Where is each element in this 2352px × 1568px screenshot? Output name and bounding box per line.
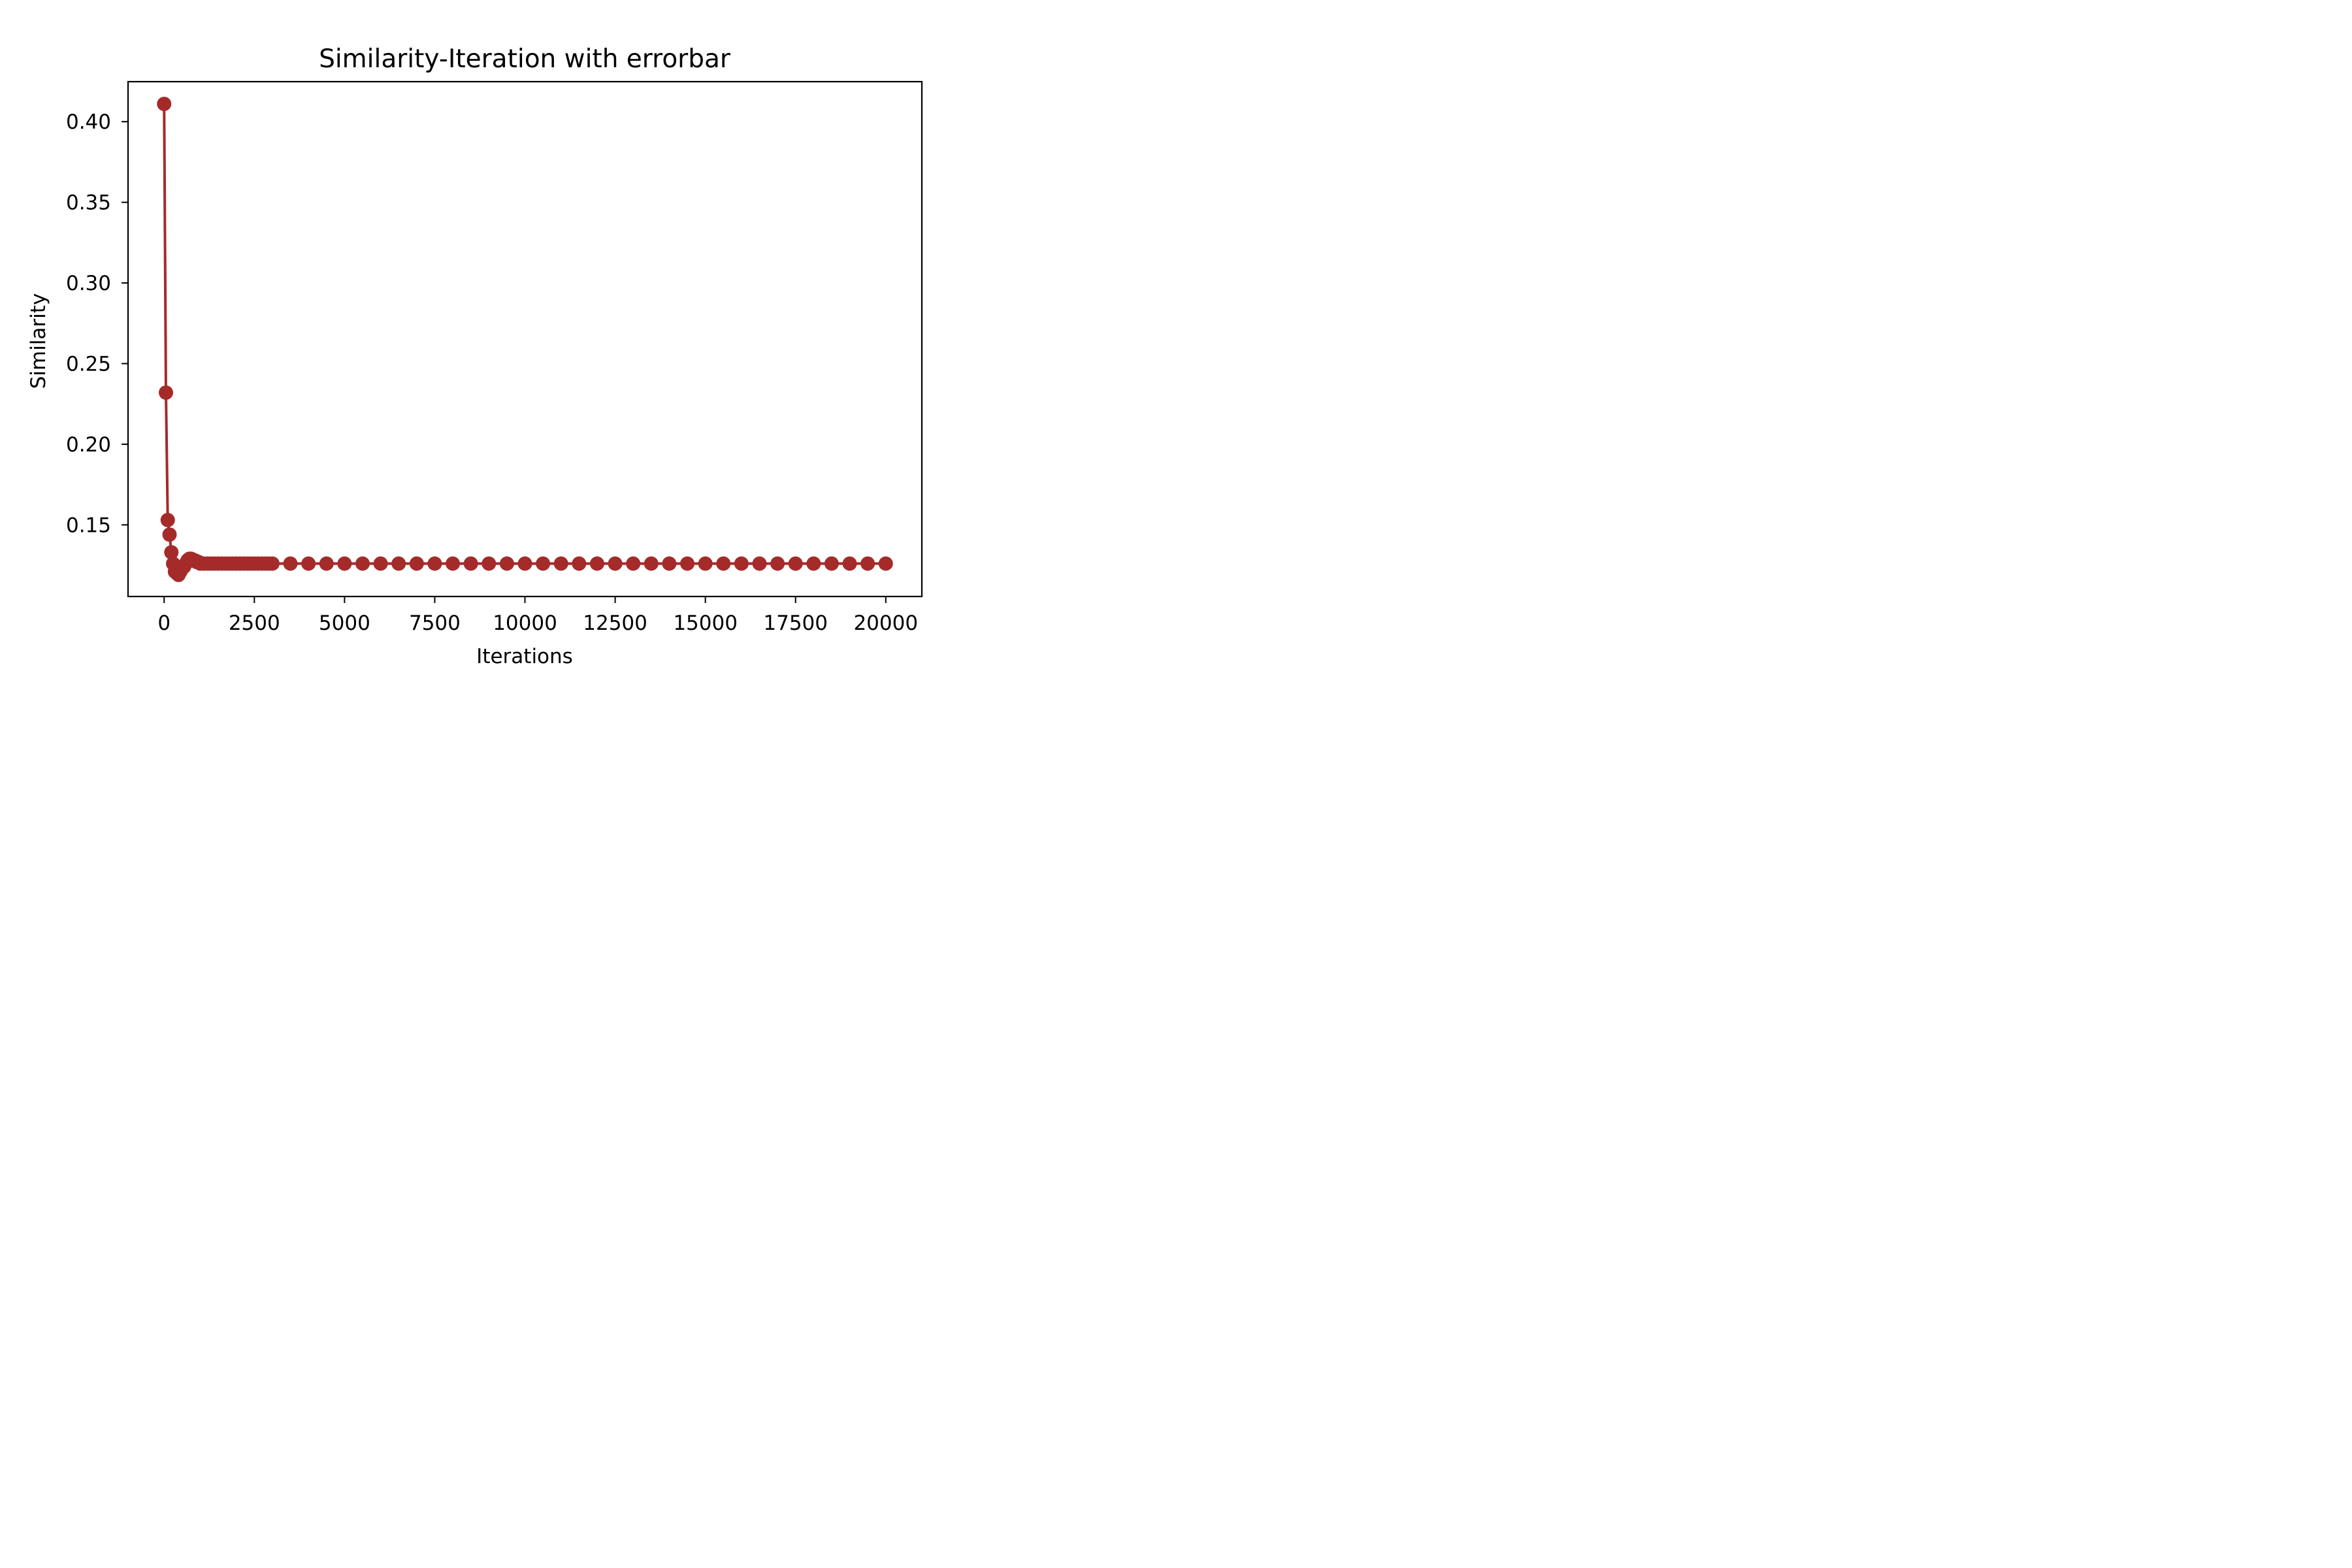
data-point [716,556,731,571]
data-point [482,556,497,571]
chart-figure: Similarity-Iteration with errorbar 0 2500… [0,0,1019,679]
data-point [536,556,551,571]
y-tick-label: 0.30 [66,272,111,295]
data-point [162,527,177,542]
data-point [160,512,175,527]
data-point [824,556,839,571]
x-tick-label: 7500 [409,612,461,635]
data-point [662,556,677,571]
data-point [337,556,352,571]
data-point [842,556,857,571]
data-point [806,556,821,571]
x-tick-label: 12500 [583,612,647,635]
data-point [770,556,785,571]
data-point [644,556,659,571]
data-point [788,556,803,571]
y-axis-ticks: 0.15 0.20 0.25 0.30 0.35 0.40 [66,110,128,537]
data-point [355,556,370,571]
data-point [319,556,334,571]
x-tick-label: 20000 [853,612,918,635]
data-point [301,556,316,571]
data-point [499,556,514,571]
data-point [373,556,388,571]
x-axis-label: Iterations [476,645,573,668]
plot-area [157,97,893,582]
data-point [265,556,280,571]
chart-title: Similarity-Iteration with errorbar [319,44,731,74]
axes-frame [127,80,923,598]
data-point [553,556,568,571]
y-axis-label: Similarity [27,293,50,389]
y-tick-label: 0.25 [66,353,111,376]
data-point [157,97,172,112]
data-point [626,556,641,571]
data-point [164,545,179,560]
data-point [391,556,406,571]
x-tick-label: 17500 [763,612,828,635]
data-point [734,556,749,571]
data-point [608,556,623,571]
data-point [860,556,875,571]
data-point [446,556,461,571]
x-axis-ticks: 0 2500 5000 7500 10000 12500 15000 17500 20000 [157,596,918,635]
x-tick-label: 5000 [319,612,370,635]
figure-background [0,0,1019,679]
x-tick-label: 15000 [673,612,738,635]
data-point [283,556,298,571]
x-tick-label: 2500 [229,612,280,635]
data-point [409,556,424,571]
data-point [158,385,173,400]
x-tick-label: 10000 [493,612,557,635]
data-point [427,556,442,571]
data-point [589,556,604,571]
data-point [517,556,532,571]
data-point [878,556,893,571]
y-tick-label: 0.20 [66,433,111,457]
chart-svg: Similarity-Iteration with errorbar 0 2500… [0,0,1019,679]
x-tick-label: 0 [157,612,171,635]
y-tick-label: 0.15 [66,514,111,537]
y-tick-label: 0.40 [66,110,111,134]
y-tick-label: 0.35 [66,191,111,215]
data-point [680,556,695,571]
data-point [463,556,478,571]
data-point [752,556,767,571]
data-point [572,556,587,571]
data-point [698,556,713,571]
